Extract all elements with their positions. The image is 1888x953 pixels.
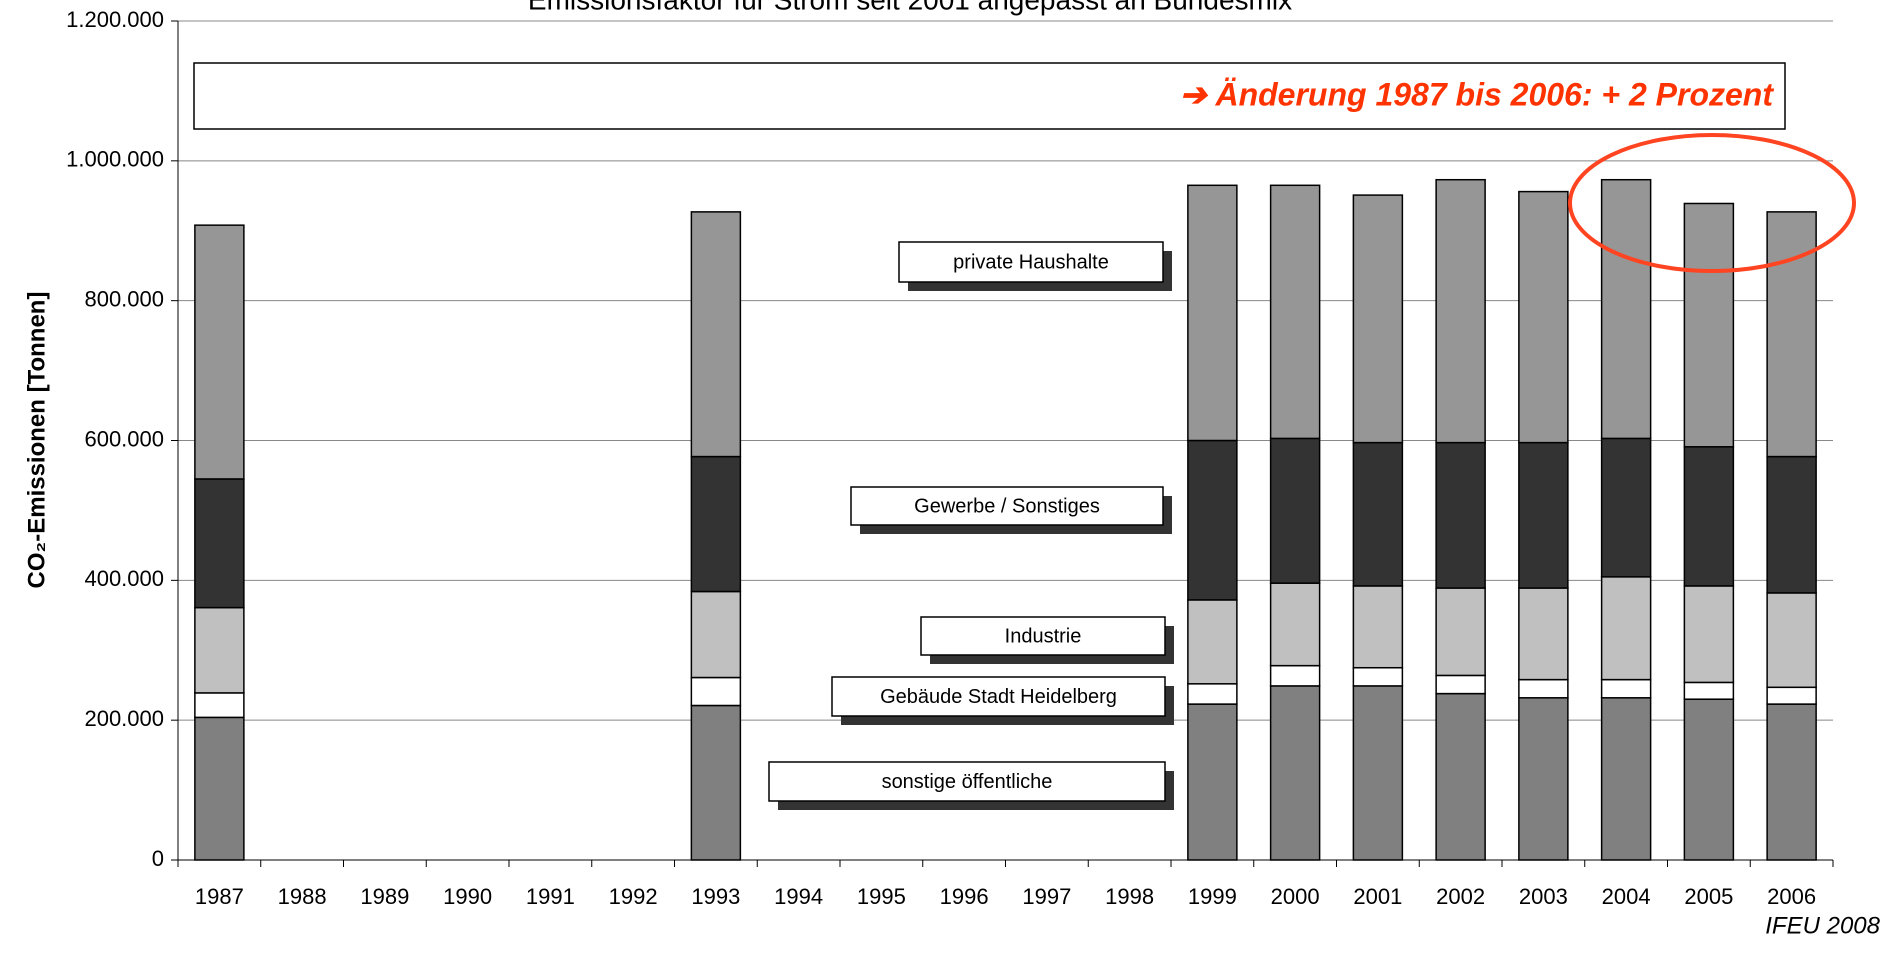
x-tick-label: 2001 [1353,884,1402,909]
legend-label: Gebäude Stadt Heidelberg [880,686,1117,708]
bar-segment [1518,441,1569,589]
y-tick-label: 800.000 [84,286,164,311]
x-tick-label: 1990 [443,884,492,909]
bar-segment [1683,585,1735,684]
bar-segment [690,455,742,593]
bar-segment [194,224,245,480]
bar-segment [1352,666,1404,687]
legend-label: private Haushalte [953,251,1109,273]
x-tick-label: 1989 [360,884,409,909]
x-tick-label: 1997 [1022,884,1071,909]
bar-segment [1435,692,1486,861]
legend-box [898,241,1164,283]
y-tick-label: 0 [152,846,164,871]
bar-segment [1683,446,1735,587]
bar-segment [1269,664,1321,687]
bar-segment [1187,683,1238,705]
bar-segment [690,211,742,458]
x-tick-label: 2002 [1436,884,1485,909]
x-tick-label: 2004 [1602,884,1651,909]
bar-segment [1187,184,1238,442]
bar-segment [1600,178,1652,440]
y-tick-label: 600.000 [84,426,164,451]
x-tick-label: 1991 [526,884,575,909]
bar-segment [1187,599,1238,685]
bar-segment [1435,178,1486,444]
x-tick-label: 1999 [1188,884,1237,909]
bar-segment [690,590,742,679]
bar-segment [1766,703,1817,861]
bar-segment [1600,437,1652,578]
bar-segment [1518,697,1569,861]
bar-segment [1518,678,1569,699]
bar-segment [1352,441,1404,587]
y-tick-label: 200.000 [84,706,164,731]
bar-segment [1600,678,1652,699]
bar-segment [194,478,245,609]
bar-segment [194,692,245,719]
bar-segment [194,716,245,861]
source: IFEU 2008 [1765,912,1880,939]
legend-box [768,761,1166,802]
legend-box [920,616,1166,656]
x-tick-label: 2005 [1684,884,1733,909]
x-tick-label: 1993 [691,884,740,909]
highlight-ellipse [1568,133,1856,273]
bar-segment [1269,184,1321,440]
bar-segment [1352,685,1404,861]
bar-segment [1683,681,1735,700]
x-tick-label: 1988 [278,884,327,909]
legend-box [831,676,1166,717]
bar-segment [1269,582,1321,667]
x-tick-label: 1992 [609,884,658,909]
bar-segment [1435,441,1486,589]
annotation-box [193,62,1786,130]
bar-segment [1766,211,1817,458]
bar-segment [1269,685,1321,861]
x-tick-label: 1998 [1105,884,1154,909]
bar-segment [1269,437,1321,584]
bar-segment [690,704,742,861]
y-tick-label: 1.200.000 [66,7,164,32]
chart-title: Emissionsfaktor für Strom seit 2001 ange… [528,0,1292,15]
x-tick-label: 2003 [1519,884,1568,909]
bar-segment [690,676,742,707]
legend-box [850,486,1164,526]
x-tick-label: 1987 [195,884,244,909]
x-tick-label: 2000 [1271,884,1320,909]
legend-label: sonstige öffentliche [882,771,1053,793]
bar-segment [1600,697,1652,861]
legend-label: Gewerbe / Sonstiges [914,495,1100,517]
bar-segment [1352,585,1404,669]
bar-segment [1352,194,1404,444]
bar-segment [1766,455,1817,594]
x-tick-label: 1994 [774,884,823,909]
bar-segment [1187,703,1238,861]
bar-segment [194,606,245,694]
bar-segment [1435,674,1486,695]
x-tick-label: 1995 [857,884,906,909]
bar-segment [1518,190,1569,444]
x-tick-label: 1996 [940,884,989,909]
bar-segment [1683,698,1735,861]
bar-segment [1600,576,1652,681]
y-axis-label: CO₂-Emissionen [Tonnen] [23,292,50,589]
x-tick-label: 2006 [1767,884,1816,909]
y-tick-label: 1.000.000 [66,147,164,172]
bar-segment [1435,587,1486,677]
bar-segment [1766,686,1817,705]
y-tick-label: 400.000 [84,566,164,591]
annotation: ➔ Änderung 1987 bis 2006: + 2 Prozent [1180,76,1775,112]
bar-segment [1187,439,1238,601]
bar-segment [1518,587,1569,681]
legend-label: Industrie [1005,625,1082,647]
bar-segment [1683,202,1735,448]
bar-segment [1766,592,1817,689]
